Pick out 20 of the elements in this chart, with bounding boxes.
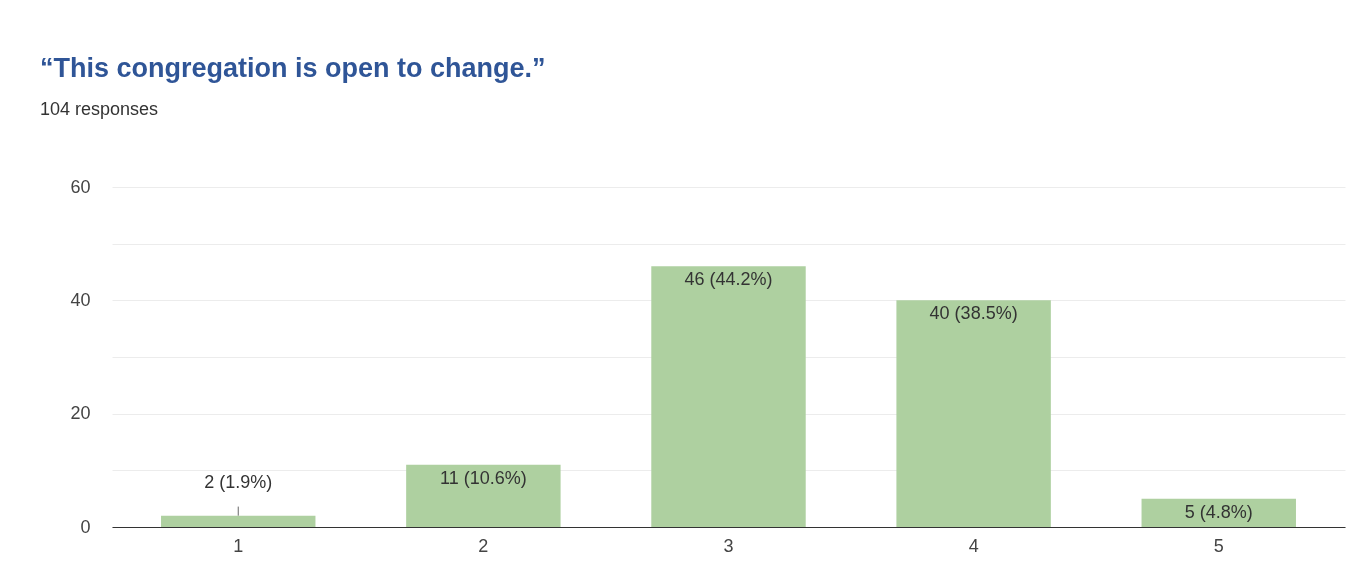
x-tick-label: 4 <box>968 535 979 556</box>
y-tick-label: 0 <box>80 516 91 537</box>
y-tick-label: 40 <box>70 289 91 310</box>
chart-subtitle: 104 responses <box>40 99 159 119</box>
bar <box>896 300 1051 527</box>
data-label: 2 (1.9%) <box>204 471 273 492</box>
y-tick-label: 20 <box>70 403 91 424</box>
data-label: 5 (4.8%) <box>1184 501 1253 522</box>
y-tick-label: 60 <box>70 176 91 197</box>
data-label: 11 (10.6%) <box>440 467 527 488</box>
x-tick-label: 1 <box>233 535 244 556</box>
data-label: 40 (38.5%) <box>929 303 1018 324</box>
bar <box>651 266 806 527</box>
x-tick-label: 5 <box>1213 535 1224 556</box>
bar <box>161 515 316 527</box>
bar <box>406 464 561 527</box>
x-tick-label: 2 <box>478 535 489 556</box>
x-tick-label: 3 <box>723 535 734 556</box>
data-label: 46 (44.2%) <box>684 269 773 290</box>
chart-title: “This congregation is open to change.” <box>40 53 546 83</box>
